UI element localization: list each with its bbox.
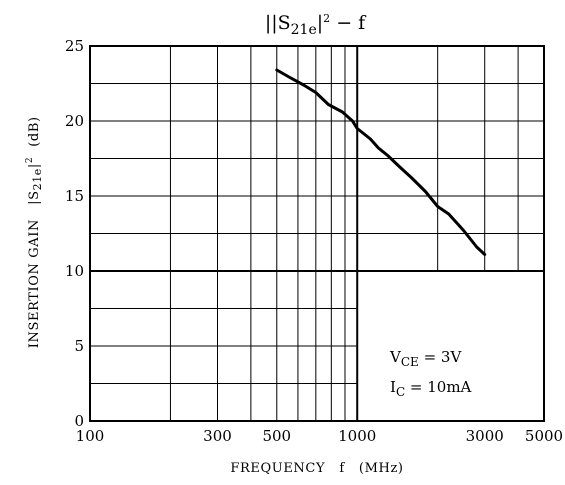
annotation-ic-sub: C <box>396 385 405 399</box>
grid <box>90 46 544 421</box>
tick-labels: 100 300 500 1000 3000 5000 0 5 10 15 20 25 <box>65 37 563 445</box>
annotation-vce-main: V <box>389 348 402 366</box>
annotation-vce-rest: = 3V <box>419 348 463 366</box>
gain-curve <box>275 68 487 256</box>
annotation-vce-sub: CE <box>401 355 419 369</box>
chart-title-bar-right: | <box>317 12 323 34</box>
y-tick-label: 0 <box>74 412 84 430</box>
chart-title-suffix: − f <box>330 12 367 34</box>
y-axis-label-prefix: INSERTION GAIN |S <box>27 190 42 348</box>
annotation-ic-main: I <box>390 378 396 396</box>
annotation-ic: IC = 10mA <box>390 378 472 399</box>
y-tick-label: 25 <box>65 37 84 55</box>
x-tick-label: 5000 <box>525 427 563 445</box>
y-tick-label: 15 <box>65 187 84 205</box>
y-axis-label-unit: (dB) <box>27 116 42 146</box>
annotation-ic-rest: = 10mA <box>405 378 471 396</box>
chart-title-main: |S <box>271 12 290 34</box>
x-tick-label: 500 <box>262 427 291 445</box>
y-axis-label: INSERTION GAIN |S21e|2 (dB) <box>25 102 44 372</box>
y-axis-label-exp: 2 <box>25 157 35 163</box>
plot-frame <box>89 45 545 422</box>
y-axis-label-bar: | <box>27 163 42 168</box>
x-tick-label: 3000 <box>466 427 504 445</box>
chart-title-sub: 21e <box>291 22 317 38</box>
y-tick-label: 10 <box>65 262 84 280</box>
chart-title-exp: 2 <box>323 12 330 25</box>
chart-title: ||S21e|2 − f <box>265 12 367 38</box>
x-tick-label: 300 <box>203 427 232 445</box>
x-axis-label: FREQUENCY f (MHz) <box>230 461 403 476</box>
x-tick-label: 1000 <box>338 427 376 445</box>
y-tick-label: 5 <box>74 337 84 355</box>
annotation-vce: VCE = 3V <box>389 348 462 369</box>
chart-title-bar-left: | <box>265 12 271 34</box>
x-tick-label: 100 <box>76 427 105 445</box>
y-axis-label-sub: 21e <box>31 168 44 190</box>
y-tick-label: 20 <box>65 112 84 130</box>
